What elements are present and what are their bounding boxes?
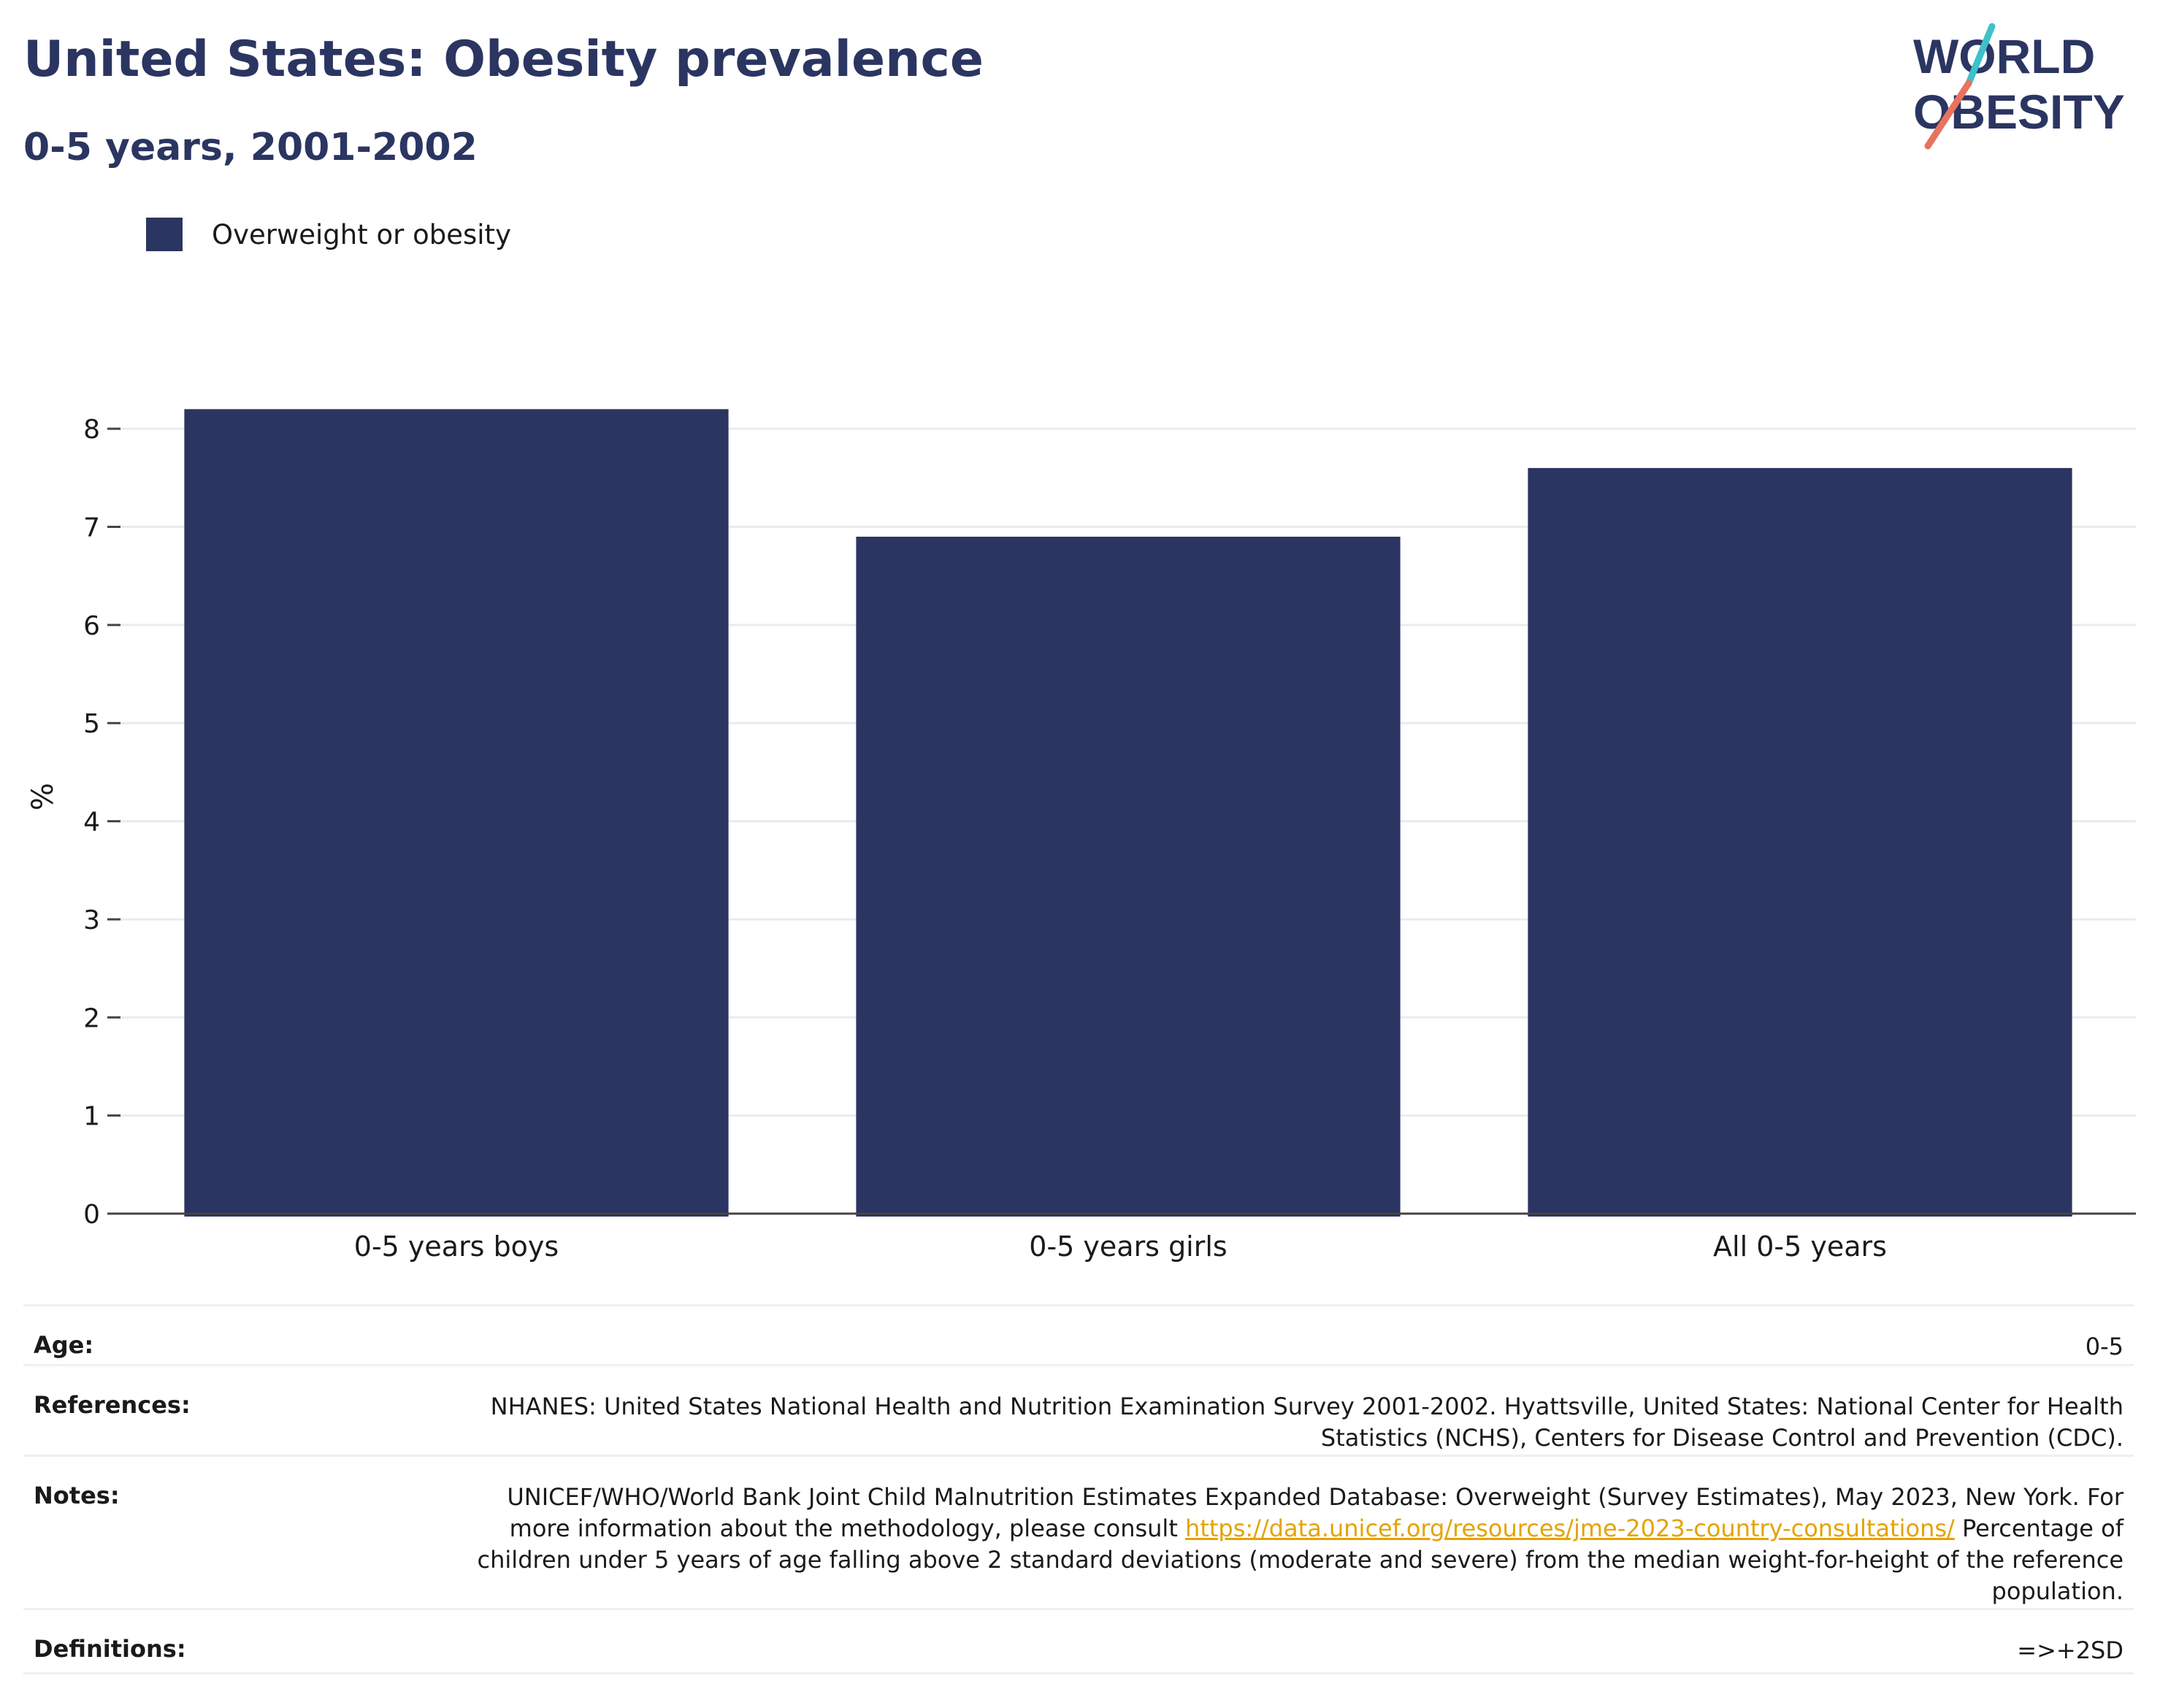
y-axis-label: %: [26, 783, 60, 811]
info-row-notes: Notes: UNICEF/WHO/World Bank Joint Child…: [23, 1455, 2134, 1610]
y-tick-label: 2: [83, 1003, 100, 1033]
references-label: References:: [34, 1391, 191, 1419]
info-row-definitions: Definitions: =>+2SD: [23, 1608, 2134, 1674]
y-tick-label: 8: [83, 415, 100, 445]
y-tick-label: 5: [83, 709, 100, 739]
notes-text-before: UNICEF/WHO/World Bank Joint Child Malnut…: [507, 1483, 2123, 1542]
notes-text-after: Percentage of children under 5 years of …: [477, 1514, 2123, 1605]
definitions-label: Definitions:: [34, 1635, 186, 1663]
age-label: Age:: [34, 1331, 94, 1359]
logo-slash-coral: [1924, 80, 1972, 150]
info-bottom-divider: [23, 1672, 2134, 1674]
x-tick-label: 0-5 years boys: [354, 1230, 559, 1263]
legend-label: Overweight or obesity: [212, 218, 511, 250]
bar: [1528, 467, 2072, 1217]
definitions-value: =>+2SD: [2017, 1636, 2123, 1664]
methodology-link[interactable]: https://data.unicef.org/resources/jme-20…: [1185, 1514, 1955, 1542]
legend-swatch: [146, 218, 183, 251]
info-row-references: References: NHANES: United States Nation…: [23, 1364, 2134, 1457]
logo-slash-teal: [1965, 23, 1996, 87]
y-tick-label: 6: [83, 611, 100, 641]
x-tick-label: All 0-5 years: [1713, 1230, 1887, 1263]
bar: [856, 536, 1401, 1217]
y-tick-label: 7: [83, 513, 100, 543]
age-value: 0-5: [2085, 1333, 2123, 1360]
logo-text-obesity: OBESITY: [1913, 85, 2125, 139]
notes-label: Notes:: [34, 1482, 120, 1509]
y-tick-label: 0: [83, 1200, 100, 1230]
y-tick-label: 1: [83, 1102, 100, 1132]
world-obesity-logo: WORLD OBESITY: [1913, 23, 2125, 150]
references-value: NHANES: United States National Health an…: [490, 1393, 2123, 1452]
logo-text-world: WORLD: [1913, 29, 2095, 83]
y-tick-label: 4: [83, 808, 100, 838]
bar-chart: 0 1 2 3 4 5 6 7 8% 0-5 years boys 0-5 years girls A…: [26, 409, 2136, 1263]
x-tick-label: 0-5 years girls: [1029, 1230, 1227, 1263]
info-row-age: Age: 0-5: [23, 1304, 2134, 1366]
bar: [184, 409, 729, 1217]
y-tick-label: 3: [83, 905, 100, 935]
chart-legend[interactable]: Overweight or obesity: [146, 218, 511, 251]
chart-subtitle: 0-5 years, 2001-2002: [23, 126, 478, 169]
notes-value: UNICEF/WHO/World Bank Joint Child Malnut…: [444, 1482, 2123, 1607]
chart-title: United States: Obesity prevalence: [23, 31, 984, 88]
